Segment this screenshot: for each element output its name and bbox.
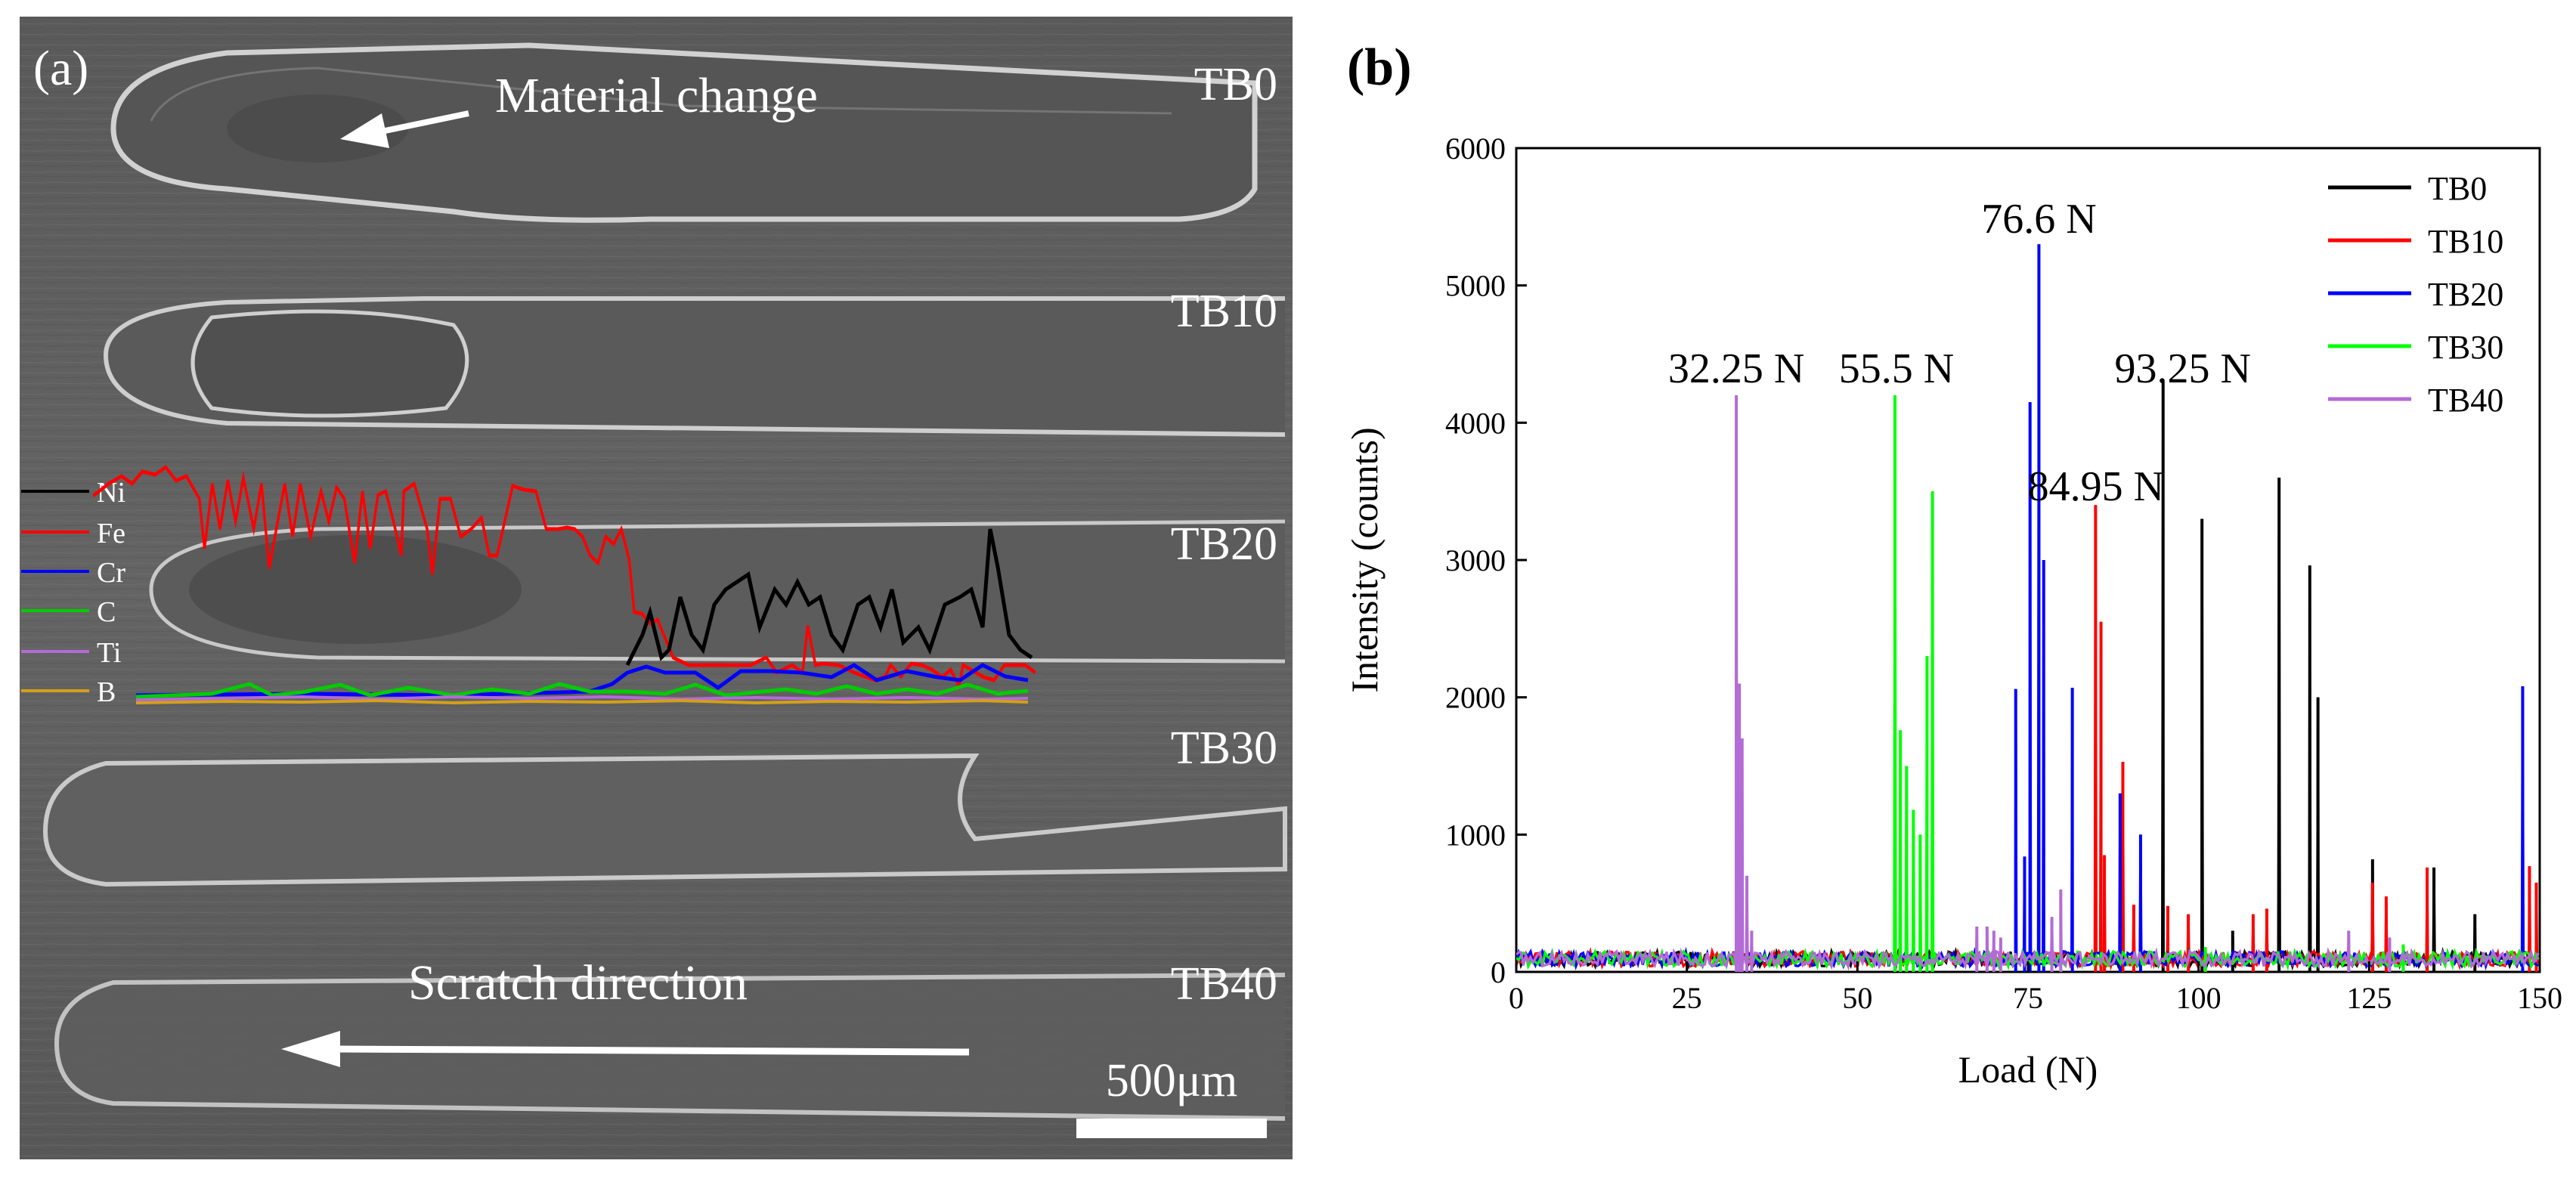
track-label-tb20: TB20 <box>1171 518 1277 570</box>
y-tick-label-2000: 2000 <box>1445 681 1506 715</box>
x-tick-label-75: 75 <box>2013 981 2043 1015</box>
track-label-tb10: TB10 <box>1171 286 1277 337</box>
scratch-direction-label: Scratch direction <box>408 955 748 1010</box>
panel-a-sem-image: TB0 TB10 TB20 TB30 TB40 (a) Material cha… <box>20 17 1293 1159</box>
y-tick-label-4000: 4000 <box>1445 406 1506 440</box>
x-tick-label-50: 50 <box>1842 981 1872 1015</box>
eds-legend-cr-label: Cr <box>97 557 125 589</box>
eds-legend-c-label: C <box>97 596 116 628</box>
track-label-tb40: TB40 <box>1171 958 1277 1010</box>
eds-legend-cr: Cr <box>21 557 125 589</box>
scratch-direction-arrow <box>281 1031 970 1067</box>
eds-legend-b-label: B <box>97 676 116 708</box>
annotation-84.95n: 84.95 N <box>2028 463 2164 510</box>
intensity-chart: 0 25 50 75 100 125 150 0 1000 2000 3000 4000 5000 600… <box>1343 132 2562 1091</box>
scale-bar <box>1076 1119 1267 1138</box>
x-tick-label-0: 0 <box>1509 981 1524 1015</box>
eds-legend-fe: Fe <box>21 518 125 549</box>
eds-legend-ti: Ti <box>21 637 121 669</box>
annotation-32.25n: 32.25 N <box>1668 345 1804 392</box>
x-tick-label-100: 100 <box>2176 981 2221 1015</box>
scratch-track-tb10 <box>103 296 1286 437</box>
legend-label-tb20: TB20 <box>2428 276 2503 313</box>
chart-legend: TB0 TB10 TB20 TB30 TB40 <box>2328 170 2503 419</box>
annotation-76.6n: 76.6 N <box>1981 196 2096 243</box>
legend-label-tb0: TB0 <box>2428 170 2487 207</box>
eds-scan-ni <box>625 528 1033 667</box>
legend-label-tb40: TB40 <box>2428 382 2503 419</box>
scratch-track-tb40 <box>54 973 1286 1121</box>
eds-legend-ti-label: Ti <box>97 637 121 669</box>
y-tick-label-6000: 6000 <box>1445 132 1506 166</box>
y-tick-label-5000: 5000 <box>1445 269 1506 303</box>
panel-a-label: (a) <box>33 41 88 96</box>
eds-legend-c: C <box>21 596 116 628</box>
scratch-track-tb0 <box>110 42 1258 223</box>
axes-layer: 0 25 50 75 100 125 150 0 1000 2000 3000 4000 5000 600… <box>1445 132 2562 1015</box>
eds-legend-fe-label: Fe <box>97 518 125 549</box>
y-tick-label-1000: 1000 <box>1445 818 1506 852</box>
annotation-55.5n: 55.5 N <box>1839 345 1954 392</box>
peak-annotations: 32.25 N 55.5 N 76.6 N 84.95 N 93.25 N <box>1668 196 2251 510</box>
eds-scan-c <box>135 682 1029 699</box>
scratch-track-tb20 <box>149 519 1286 664</box>
x-axis-label: Load (N) <box>1958 1048 2098 1091</box>
series-tb40-line <box>1516 395 2540 970</box>
material-change-arrow <box>340 110 469 148</box>
x-tick-label-125: 125 <box>2346 981 2392 1015</box>
legend-label-tb10: TB10 <box>2428 223 2503 260</box>
eds-legend-b: B <box>21 676 116 708</box>
x-tick-label-150: 150 <box>2517 981 2562 1015</box>
panel-b-label: (b) <box>1347 39 1412 97</box>
x-tick-label-25: 25 <box>1672 981 1702 1015</box>
plot-frame <box>1515 147 2541 973</box>
annotation-93.25n: 93.25 N <box>2115 345 2251 392</box>
y-tick-label-0: 0 <box>1491 955 1506 989</box>
eds-line-scans <box>92 465 1036 705</box>
material-change-label: Material change <box>495 68 818 123</box>
eds-scan-ti <box>135 695 1029 701</box>
scale-bar-label: 500μm <box>1106 1055 1237 1106</box>
track-label-tb30: TB30 <box>1171 723 1277 774</box>
y-tick-label-3000: 3000 <box>1445 543 1506 577</box>
eds-scan-b <box>135 698 1029 705</box>
legend-label-tb30: TB30 <box>2428 329 2503 366</box>
scratch-track-tb30 <box>42 753 1287 887</box>
y-axis-label: Intensity (counts) <box>1343 427 1386 692</box>
track-label-tb0: TB0 <box>1194 59 1277 110</box>
eds-scan-cr <box>135 663 1029 698</box>
series-layer <box>1516 244 2540 972</box>
